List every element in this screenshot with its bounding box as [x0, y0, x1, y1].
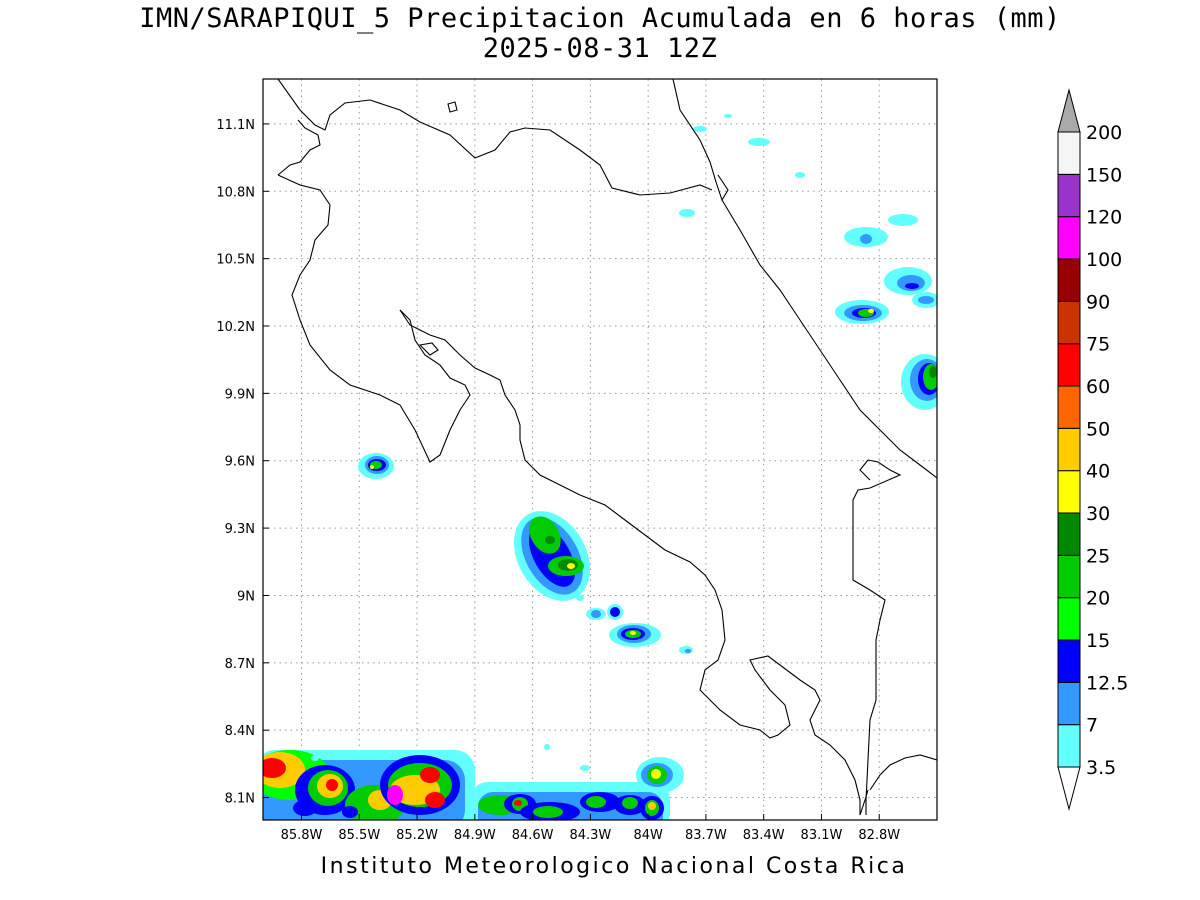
- colorbar-cell: [1057, 554, 1081, 599]
- tick-label-lat: 9N: [237, 589, 255, 604]
- colorbar-cell: [1057, 470, 1081, 514]
- colorbar-cell: [1057, 216, 1081, 260]
- rain-cell-nicoya: [358, 453, 394, 479]
- pacific-coast-northwest: [277, 119, 471, 463]
- isla-lake: [447, 101, 458, 113]
- caribbean-coast: [721, 199, 937, 479]
- colorbar-label: 100: [1086, 249, 1122, 271]
- colorbar-label: 12.5: [1086, 672, 1128, 694]
- isla-chira: [418, 342, 439, 356]
- colorbar-max-triangle: [1057, 88, 1081, 133]
- chart-title: IMN/SARAPIQUI_5 Precipitacion Acumulada …: [139, 3, 1061, 34]
- tick-label-lat: 10.2N: [216, 320, 255, 335]
- rain-cell-central-pacific: [514, 511, 693, 654]
- colorbar-label: 30: [1086, 503, 1110, 525]
- panama-border: [852, 459, 902, 815]
- tick-label-lat: 11.1N: [216, 118, 255, 133]
- tick-label-lon: 84.3W: [569, 828, 611, 843]
- colorbar: 3.5 7 12.5 15 20 25 30 40 50 60 75 90 100 120 150 200: [1057, 88, 1128, 811]
- colorbar-cell: [1057, 385, 1081, 429]
- colorbar-label: 90: [1086, 291, 1110, 313]
- colorbar-cell: [1057, 343, 1081, 387]
- colorbar-label: 75: [1086, 334, 1110, 356]
- colorbar-label: 3.5: [1086, 757, 1116, 779]
- tick-label-lon: 82.8W: [858, 828, 900, 843]
- tick-label-lon: 84W: [633, 828, 663, 843]
- colorbar-cell: [1057, 639, 1081, 683]
- colorbar-label: 40: [1086, 461, 1110, 483]
- tick-label-lat: 9.9N: [225, 387, 255, 402]
- colorbar-cell: [1057, 681, 1081, 726]
- colorbar-cell: [1057, 427, 1081, 472]
- chart-subtitle-date: 2025-08-31 12Z: [482, 33, 718, 64]
- colorbar-cell: [1057, 597, 1081, 641]
- tick-label-lon: 85.2W: [396, 828, 438, 843]
- tick-label-lat: 8.4N: [225, 724, 255, 739]
- rain-cell-caribbean-north: [679, 114, 805, 217]
- colorbar-label: 60: [1086, 376, 1110, 398]
- coastlines: [277, 79, 937, 816]
- colorbar-label: 150: [1086, 164, 1122, 186]
- tick-label-lat: 10.5N: [216, 253, 255, 268]
- rain-band-pacific-south: [470, 744, 684, 820]
- tick-label-lon: 83.7W: [685, 828, 727, 843]
- tick-label-lon: 83.1W: [801, 828, 843, 843]
- tick-label-lat: 10.8N: [216, 185, 255, 200]
- axis-ticks: 85.8W 85.5W 85.2W 84.9W 84.6W 84.3W 84W 83.7W 83…: [216, 118, 900, 843]
- tick-label-lon: 84.9W: [454, 828, 496, 843]
- nicaragua-border: [277, 79, 713, 196]
- rain-band-pacific-southwest: [263, 750, 475, 820]
- colorbar-label: 25: [1086, 545, 1110, 567]
- colorbar-cell: [1057, 131, 1081, 175]
- colorbar-label: 50: [1086, 418, 1110, 440]
- colorbar-cell: [1057, 258, 1081, 302]
- tick-label-lon: 85.5W: [338, 828, 380, 843]
- gulf-nicoya-coast: [399, 309, 869, 816]
- map-gridlines: [263, 79, 937, 820]
- colorbar-label: 200: [1086, 122, 1122, 144]
- tick-label-lat: 9.6N: [225, 455, 255, 470]
- colorbar-label: 120: [1086, 207, 1122, 229]
- tick-label-lon: 84.6W: [512, 828, 554, 843]
- colorbar-cell: [1057, 173, 1081, 218]
- tick-label-lon: 85.8W: [281, 828, 323, 843]
- rain-cell-caribbean-east: [835, 214, 937, 410]
- tick-label-lat: 8.1N: [225, 792, 255, 807]
- tick-label-lat: 9.3N: [225, 522, 255, 537]
- tick-label-lon: 83.4W: [743, 828, 785, 843]
- panama-pacific-coast: [869, 754, 937, 791]
- footer-credit: Instituto Meteorologico Nacional Costa R…: [320, 854, 908, 879]
- colorbar-min-triangle: [1057, 766, 1081, 811]
- colorbar-cell: [1057, 724, 1081, 768]
- caribbean-coast-north: [672, 79, 729, 202]
- colorbar-cell: [1057, 300, 1081, 345]
- colorbar-cell: [1057, 512, 1081, 556]
- colorbar-label: 15: [1086, 630, 1110, 652]
- precipitation-field: [263, 114, 937, 820]
- colorbar-label: 20: [1086, 588, 1110, 610]
- map-frame: [262, 78, 938, 821]
- colorbar-label: 7: [1086, 715, 1098, 737]
- tick-label-lat: 8.7N: [225, 657, 255, 672]
